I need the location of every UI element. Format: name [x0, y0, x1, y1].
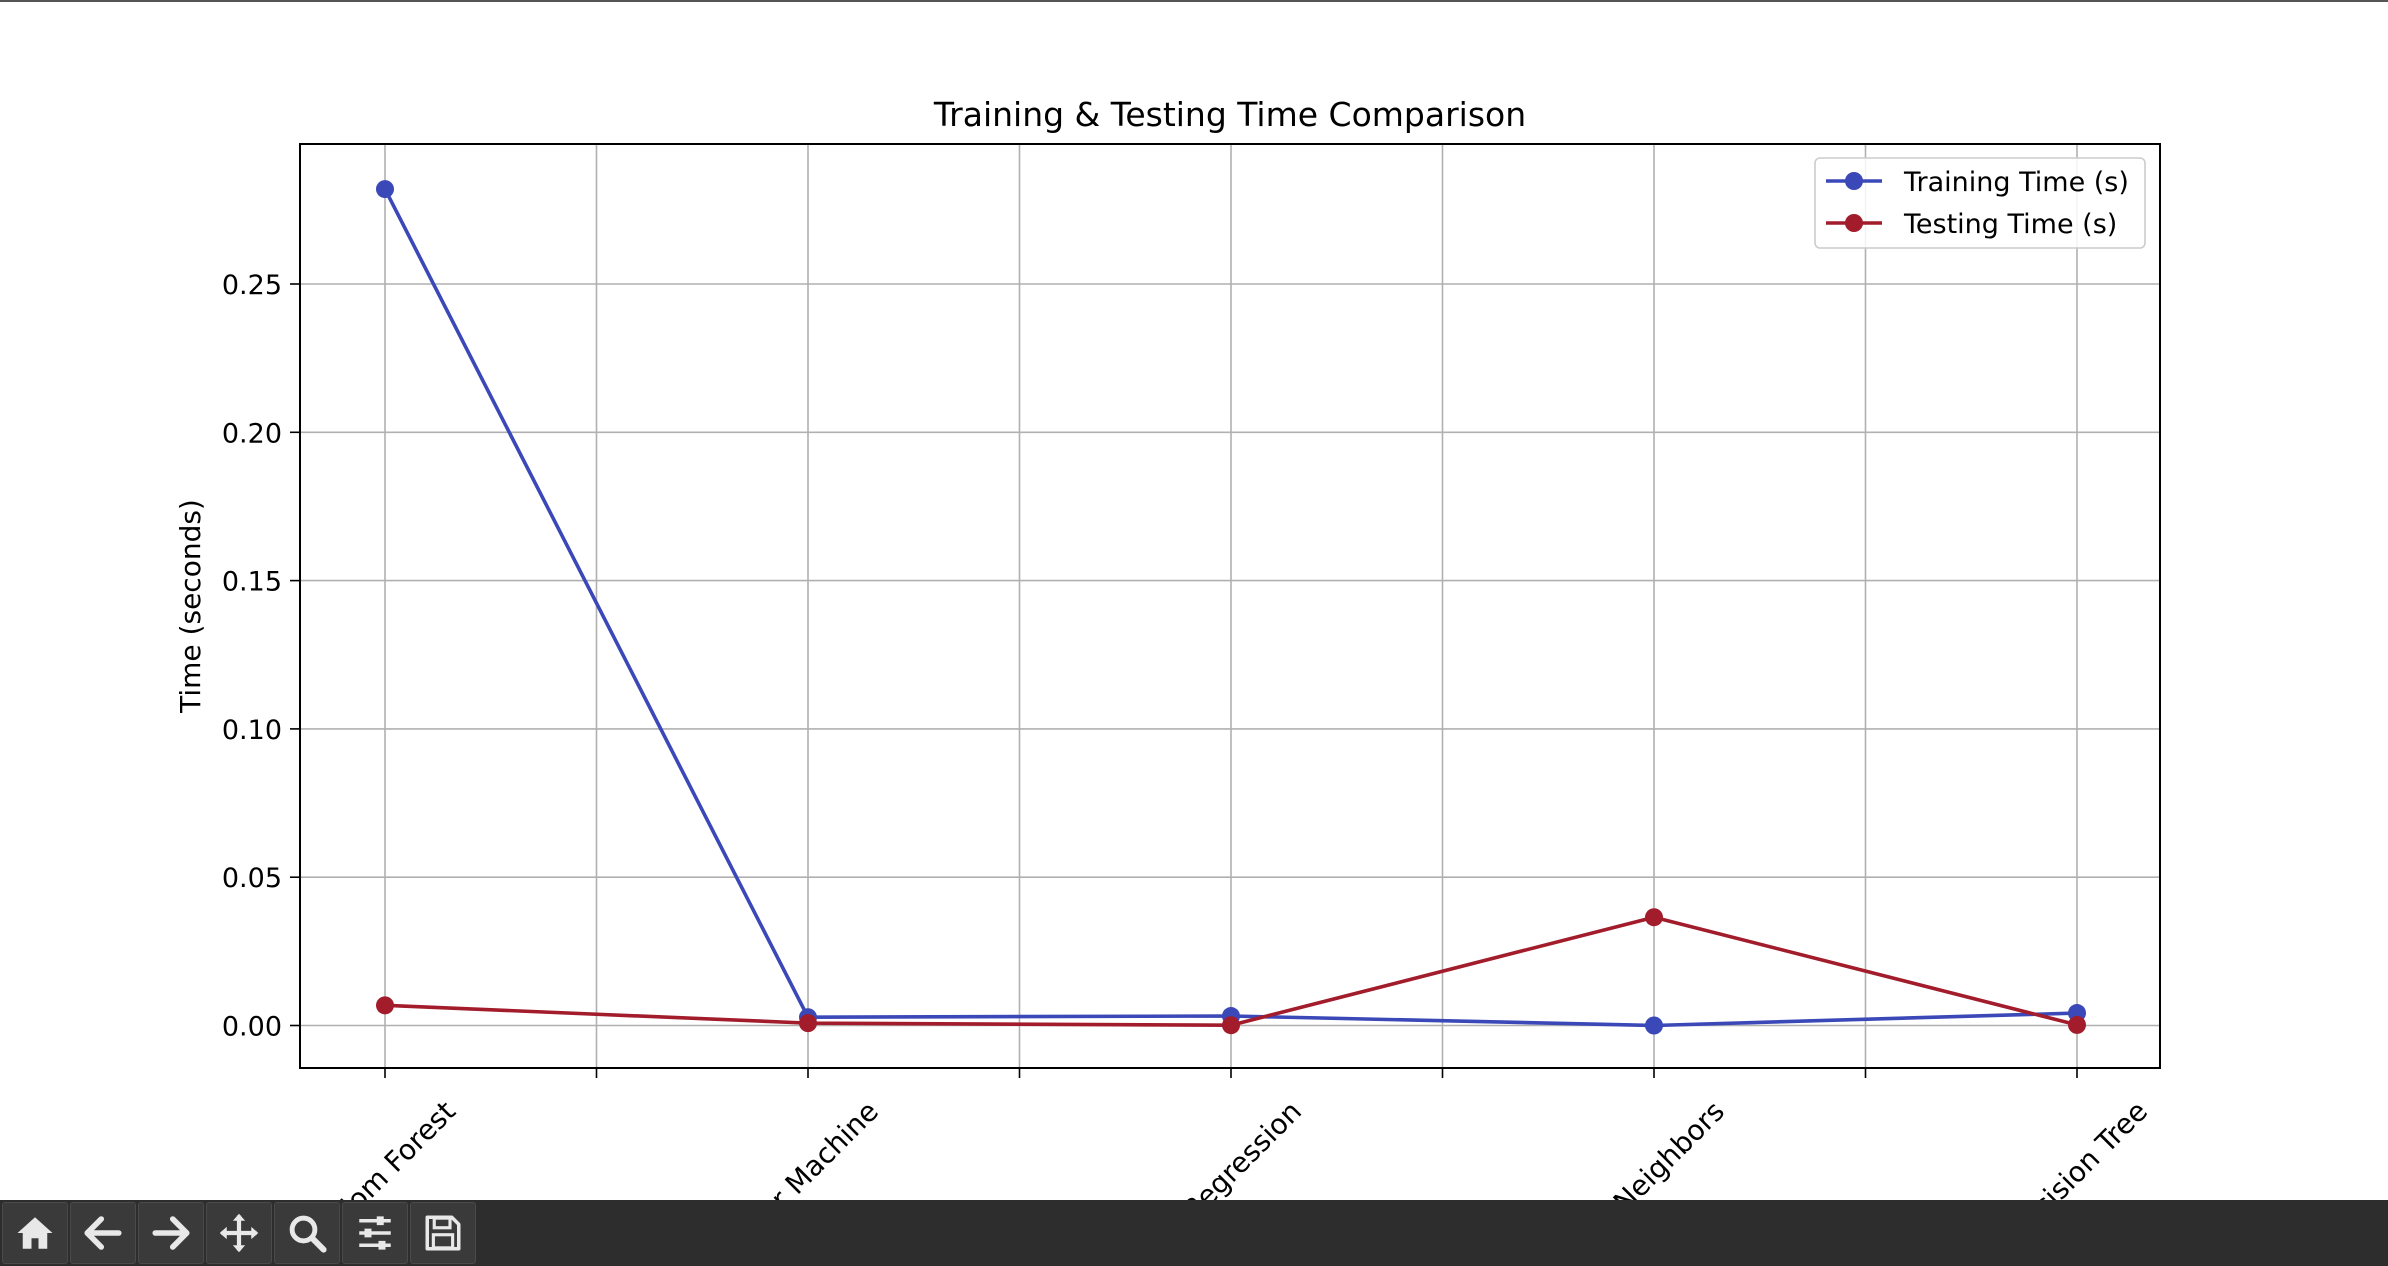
window-top-border — [0, 0, 2388, 2]
forward-arrow-icon — [152, 1216, 190, 1250]
y-axis-label: Time (seconds) — [174, 499, 207, 714]
pan-button[interactable] — [206, 1202, 272, 1264]
data-point — [376, 996, 394, 1015]
x-tick-label: or Machine — [752, 1095, 885, 1200]
data-point — [376, 180, 394, 199]
y-tick-label: 0.15 — [222, 567, 282, 598]
back-button[interactable] — [70, 1202, 136, 1264]
chart-figure: 0.00 0.05 0.10 0.15 0.20 0.25 dom Forest or Mac… — [174, 95, 2161, 1200]
legend-marker — [1845, 172, 1863, 190]
data-point — [799, 1014, 817, 1033]
y-tick-label: 0.25 — [222, 270, 282, 301]
x-tick-label: dom Forest — [328, 1095, 462, 1200]
legend: Training Time (s) Testing Time (s) — [1814, 157, 2146, 249]
y-tick-label: 0.10 — [222, 715, 282, 746]
save-button[interactable] — [410, 1202, 476, 1264]
y-tick-label: 0.00 — [222, 1012, 282, 1043]
legend-label: Testing Time (s) — [1903, 209, 2117, 240]
configure-button[interactable] — [342, 1202, 408, 1264]
axes-frame — [299, 143, 2161, 1069]
save-icon — [425, 1215, 461, 1251]
zoom-icon — [289, 1215, 327, 1253]
legend-marker — [1845, 214, 1863, 232]
x-tick-label: Regression — [1176, 1095, 1308, 1200]
ticks: 0.00 0.05 0.10 0.15 0.20 0.25 dom Forest or Mac… — [222, 270, 2154, 1200]
forward-button[interactable] — [138, 1202, 204, 1264]
data-point — [2068, 1015, 2086, 1034]
x-tick-label: Neighbors — [1607, 1095, 1731, 1200]
y-tick-label: 0.05 — [222, 863, 282, 894]
chart-title: Training & Testing Time Comparison — [933, 95, 1526, 134]
y-tick-label: 0.20 — [222, 418, 282, 449]
home-button[interactable] — [2, 1202, 68, 1264]
toolbar — [0, 1200, 2388, 1266]
zoom-button[interactable] — [274, 1202, 340, 1264]
legend-box — [1814, 157, 2146, 249]
data-point — [1645, 908, 1663, 927]
data-point — [1222, 1016, 1240, 1035]
data-point — [1645, 1016, 1663, 1035]
series-layer — [376, 180, 2086, 1035]
home-icon — [17, 1217, 53, 1249]
pan-icon — [219, 1213, 259, 1253]
legend-label: Training Time (s) — [1903, 167, 2129, 198]
configure-icon — [359, 1216, 391, 1250]
back-arrow-icon — [84, 1216, 122, 1250]
grid — [300, 144, 2160, 1068]
x-tick-label: cision Tree — [2026, 1095, 2154, 1200]
